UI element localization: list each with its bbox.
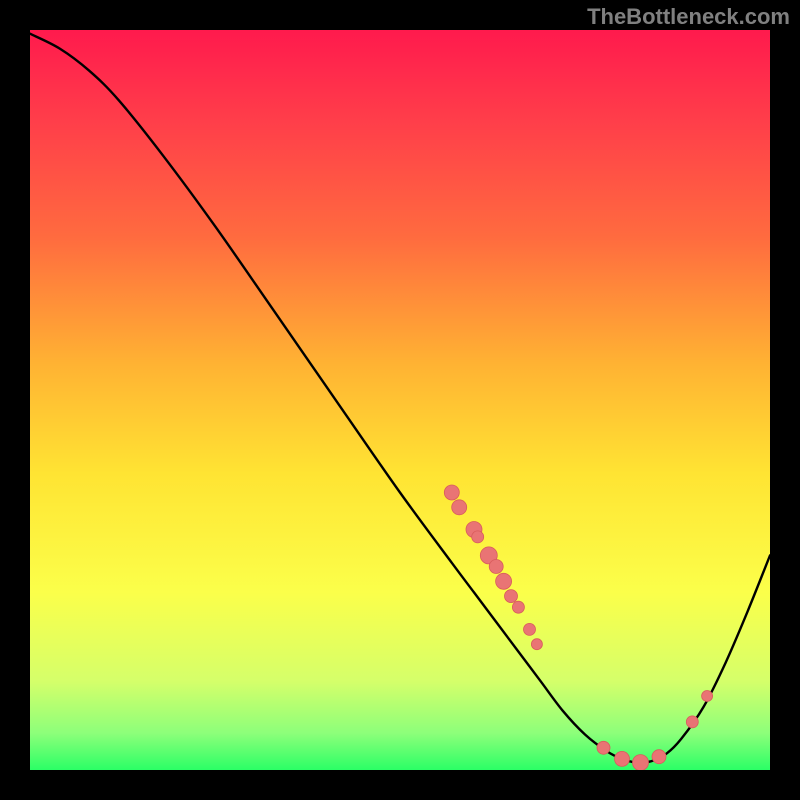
data-marker [633,755,649,770]
data-marker [652,750,666,764]
data-marker [472,531,484,543]
data-marker [597,741,610,754]
data-marker [531,639,542,650]
data-marker [524,623,536,635]
data-marker [686,716,698,728]
data-marker [505,590,518,603]
chart-svg [30,30,770,770]
gradient-background [30,30,770,770]
data-marker [452,500,467,515]
watermark-text: TheBottleneck.com [587,4,790,30]
data-marker [512,601,524,613]
data-marker [489,560,503,574]
data-marker [444,485,459,500]
data-marker [615,751,630,766]
plot-area [30,30,770,770]
data-marker [702,691,713,702]
data-marker [496,573,512,589]
chart-stage: TheBottleneck.com [0,0,800,800]
